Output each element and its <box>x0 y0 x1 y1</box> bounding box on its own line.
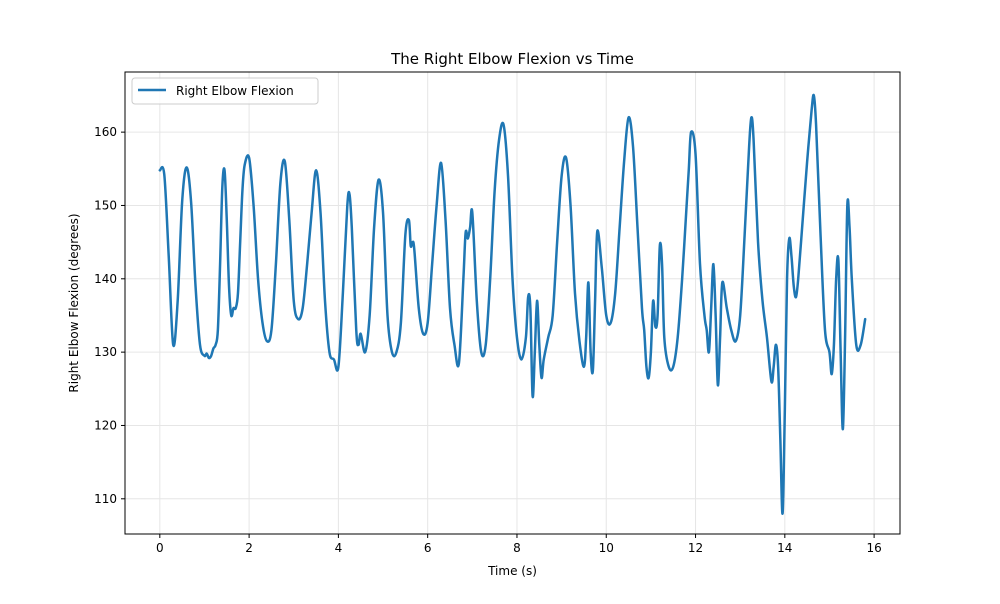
x-tick-label: 16 <box>866 541 881 555</box>
plot-frame <box>124 71 901 535</box>
series-line-right-elbow-flexion <box>158 93 867 515</box>
x-tick-label: 2 <box>245 541 253 555</box>
y-tick-label: 150 <box>94 198 117 212</box>
x-tick-label: 4 <box>335 541 343 555</box>
x-tick-label: 8 <box>513 541 521 555</box>
legend-box <box>131 77 319 105</box>
y-tick-label: 120 <box>94 418 117 432</box>
y-tick-label: 160 <box>94 125 117 139</box>
x-tick-label: 6 <box>424 541 432 555</box>
x-tick-label: 0 <box>156 541 164 555</box>
x-axis: 0 2 4 6 8 10 12 14 16 <box>156 534 882 555</box>
legend-label: Right Elbow Flexion <box>176 84 294 98</box>
y-tick-label: 110 <box>94 492 117 506</box>
y-axis: 110 120 130 140 150 160 <box>94 125 125 506</box>
x-tick-label: 12 <box>688 541 703 555</box>
chart-title: The Right Elbow Flexion vs Time <box>390 50 634 68</box>
legend: Right Elbow Flexion <box>131 77 319 105</box>
y-axis-title: Right Elbow Flexion (degrees) <box>67 213 81 392</box>
y-tick-label: 140 <box>94 272 117 286</box>
y-tick-label: 130 <box>94 345 117 359</box>
x-axis-title: Time (s) <box>487 564 537 578</box>
series-layer <box>158 93 867 515</box>
x-tick-label: 14 <box>777 541 792 555</box>
x-tick-label: 10 <box>599 541 614 555</box>
